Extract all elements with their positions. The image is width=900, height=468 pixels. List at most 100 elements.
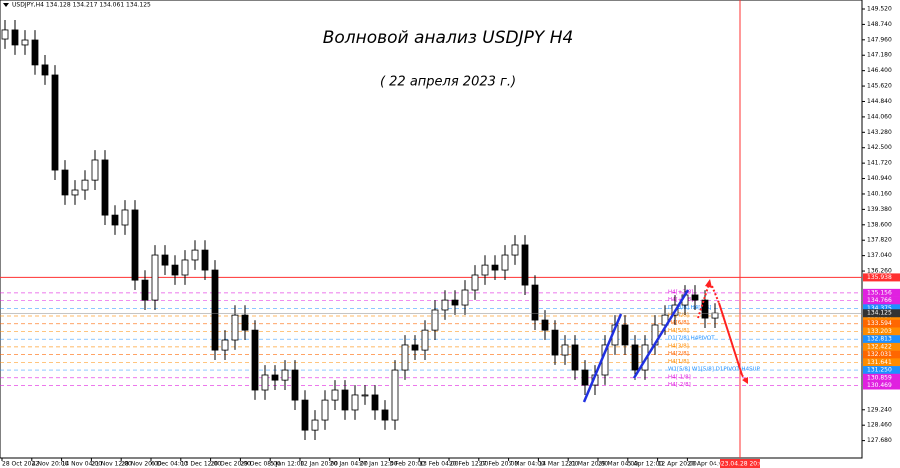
wave-drawings [582,279,748,403]
candle-body [321,399,329,421]
candle-body [431,309,439,331]
level-name: H4[+2/8] [668,289,693,295]
chart-subtitle: ( 22 апреля 2023 г.) [380,75,516,90]
candle-body [421,329,429,351]
resistance-tag [863,273,900,282]
plot-area [0,0,863,459]
candle-body [211,269,219,351]
candle-body [521,244,529,286]
y-tick-label: 141.720 [867,160,892,167]
candle-body [461,289,469,306]
candle-body [91,159,99,181]
level-tag-label: 131.641 [867,359,892,366]
level-tag [863,342,900,351]
candle-body [261,374,269,391]
candle-body [471,274,479,291]
level-tag-label: 134.766 [867,297,892,304]
y-tick-label: 149.520 [867,5,892,12]
y-tick-label: 140.160 [867,190,892,197]
candle-body [441,299,449,311]
candle-body [401,344,409,371]
y-tick-label: 146.400 [867,67,892,74]
candle-body [31,39,39,66]
last-price-tag [863,309,900,318]
candle-body [11,29,19,46]
level-name: H4[3/8] [668,343,689,349]
y-tick-label: 137.820 [867,237,892,244]
x-tick-label: 5 Apr 12:00 [628,461,663,468]
y-tick-label: 140.940 [867,175,892,182]
level-name: D1[8/8] H4[8/8] [668,305,711,311]
level-tag-label: 135.156 [867,289,892,296]
level-tag-label: 132.813 [867,336,892,343]
level-tag-label: 131.250 [867,367,892,374]
level-name: H4[6/8] [668,320,689,326]
candle-body [561,344,569,356]
candle-body [451,299,459,306]
candle-body [621,324,629,346]
candle-body [241,314,249,331]
x-tick-label: 27 Jan 12:00 [360,461,398,468]
y-tick-label: 129.240 [867,406,892,413]
level-name: H4[1/8] [668,359,689,365]
level-tag [863,288,900,297]
x-tick-label: 29 Mar 04:00 [598,461,638,468]
y-tick-label: 138.600 [867,221,892,228]
candle-body [51,74,59,171]
candle-body [281,369,289,381]
level-tag-label: 133.203 [867,328,892,335]
x-tick-label: 20 Jan 04:00 [330,461,368,468]
level-tag [863,327,900,336]
last-price-label: 134.125 [867,310,892,317]
forecast-arrow [741,374,747,382]
x-tick-label: 29 Dec 08:00 [240,461,281,468]
candle-body [151,254,159,301]
level-tag-label: 134.375 [867,305,892,312]
x-tick-label: 3 Feb 20:00 [389,461,425,468]
level-name: W1[5/8] W1[5/8] D1PIVOT H4SUP [668,367,761,373]
level-tag [863,350,900,359]
x-tick-label: 6 Dec 04:00 [151,461,188,468]
candle-body [631,344,639,371]
x-tick-label: 20 Feb 12:00 [449,461,489,468]
y-tick-label: 144.060 [867,113,892,120]
candle-body [131,209,139,281]
y-tick-label: 142.500 [867,144,892,151]
candle-body [511,244,519,256]
level-tag [863,358,900,367]
y-tick-label: 136.260 [867,268,892,275]
x-tick-label: 20 Dec 20:00 [211,461,252,468]
y-tick-label: 128.460 [867,422,892,429]
candle-body [491,264,499,271]
resistance-tag-label: 135.938 [867,274,892,281]
candle-body [391,369,399,421]
level-name: H4[7/8] [668,313,689,319]
candle-body [501,254,509,271]
candle-body [251,329,259,391]
candle-body [111,214,119,226]
forecast-arrow [711,285,720,304]
x-tick-label: 20 Apr 04:00 [687,461,726,468]
wave-line [582,313,623,403]
candle-body [571,344,579,371]
candle-body [481,264,489,276]
level-name: H4[2/8] [668,351,689,357]
x-tick-label: 5 Jan 12:00 [270,461,304,468]
candle-body [121,209,129,226]
candle-body [581,369,589,386]
candle-body [381,409,389,421]
level-tag-label: 132.031 [867,351,892,358]
candle-body [201,249,209,271]
x-tick-label: 21 Mar 20:00 [568,461,608,468]
header-icon [3,3,9,7]
level-tag [863,319,900,328]
level-tag [863,381,900,390]
y-tick-label: 147.180 [867,52,892,59]
candle-body [711,312,719,319]
candle-body [191,249,199,261]
x-tick-label: 7 Mar 04:00 [509,461,545,468]
y-tick-label: 147.960 [867,36,892,43]
x-tick-label: 12 Apr 20:00 [658,461,697,468]
x-tick-label: 13 Dec 12:00 [181,461,222,468]
level-tag-label: 132.422 [867,343,892,350]
